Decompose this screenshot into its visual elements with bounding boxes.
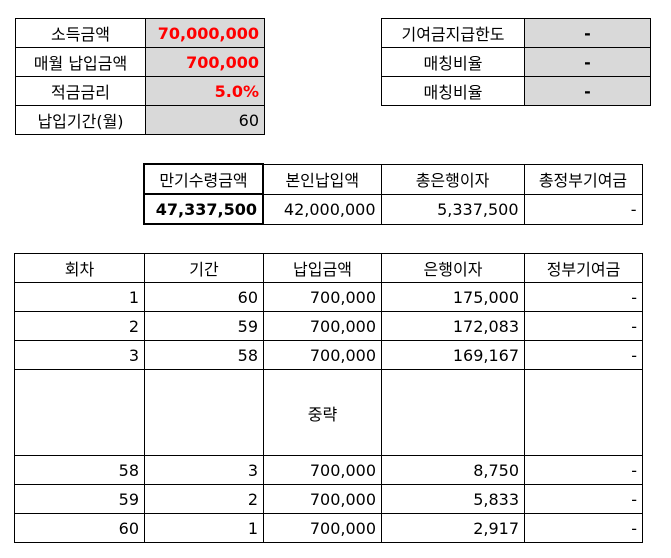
table-row: 3 58 700,000 169,167 -: [14, 340, 643, 370]
period-label: 납입기간(월): [15, 105, 146, 135]
input-table: 소득금액 70,000,000 매월 납입금액 700,000 적금금리 5.0…: [15, 18, 265, 135]
summary-value-principal: 42,000,000: [262, 193, 382, 225]
cell-interest: 172,083: [381, 311, 525, 341]
summary-value-interest: 5,337,500: [380, 193, 525, 225]
omitted-cell-period: [144, 369, 264, 456]
ratio-row-1: 매칭비율 -: [381, 47, 651, 77]
table-row: 2 59 700,000 172,083 -: [14, 311, 643, 341]
omitted-cell-round: [14, 369, 145, 456]
table-row: 60 1 700,000 2,917 -: [14, 513, 643, 543]
interest-rate-row: 적금금리 5.0%: [15, 76, 265, 106]
period-value[interactable]: 60: [145, 105, 265, 135]
cell-contribution: -: [524, 455, 643, 485]
summary-value-maturity: 47,337,500: [143, 193, 264, 225]
interest-rate-value[interactable]: 5.0%: [145, 76, 265, 106]
summary-table: 만기수령금액 본인납입액 총은행이자 총정부기여금 47,337,500 42,…: [143, 163, 643, 225]
matching-table: 기여금지급한도 - 매칭비율 - 매칭비율 -: [381, 18, 651, 106]
monthly-payment-row: 매월 납입금액 700,000: [15, 47, 265, 77]
ratio-value-1: -: [524, 47, 651, 77]
cell-payment: 700,000: [263, 311, 382, 341]
cell-interest: 2,917: [381, 513, 525, 543]
summary-header-row: 만기수령금액 본인납입액 총은행이자 총정부기여금: [143, 163, 643, 195]
table-row: 1 60 700,000 175,000 -: [14, 282, 643, 312]
cell-period: 59: [144, 311, 264, 341]
ratio-value-2: -: [524, 76, 651, 106]
limit-row: 기여금지급한도 -: [381, 18, 651, 48]
schedule-header-round: 회차: [14, 253, 145, 283]
ratio-label-2: 매칭비율: [381, 76, 525, 106]
omitted-cell-contribution: [524, 369, 643, 456]
cell-period: 60: [144, 282, 264, 312]
schedule-header-contribution: 정부기여금: [524, 253, 643, 283]
omitted-row: 중략: [14, 369, 643, 456]
cell-payment: 700,000: [263, 513, 382, 543]
cell-payment: 700,000: [263, 455, 382, 485]
schedule-header-payment: 납입금액: [263, 253, 382, 283]
cell-round: 3: [14, 340, 145, 370]
cell-contribution: -: [524, 340, 643, 370]
schedule-header-row: 회차 기간 납입금액 은행이자 정부기여금: [14, 253, 643, 283]
cell-round: 58: [14, 455, 145, 485]
summary-header-interest: 총은행이자: [380, 163, 525, 195]
cell-round: 1: [14, 282, 145, 312]
income-value[interactable]: 70,000,000: [145, 18, 265, 48]
cell-period: 1: [144, 513, 264, 543]
cell-period: 3: [144, 455, 264, 485]
limit-label: 기여금지급한도: [381, 18, 525, 48]
monthly-payment-value[interactable]: 700,000: [145, 47, 265, 77]
cell-interest: 5,833: [381, 484, 525, 514]
cell-period: 58: [144, 340, 264, 370]
cell-contribution: -: [524, 282, 643, 312]
interest-rate-label: 적금금리: [15, 76, 146, 106]
cell-round: 2: [14, 311, 145, 341]
schedule-header-period: 기간: [144, 253, 264, 283]
cell-round: 59: [14, 484, 145, 514]
summary-value-row: 47,337,500 42,000,000 5,337,500 -: [143, 193, 643, 225]
monthly-payment-label: 매월 납입금액: [15, 47, 146, 77]
omitted-cell-interest: [381, 369, 525, 456]
schedule-header-interest: 은행이자: [381, 253, 525, 283]
cell-interest: 175,000: [381, 282, 525, 312]
ratio-label-1: 매칭비율: [381, 47, 525, 77]
summary-header-maturity: 만기수령금액: [143, 163, 264, 195]
cell-payment: 700,000: [263, 484, 382, 514]
period-row: 납입기간(월) 60: [15, 105, 265, 135]
summary-header-principal: 본인납입액: [262, 163, 382, 195]
cell-interest: 169,167: [381, 340, 525, 370]
limit-value: -: [524, 18, 651, 48]
table-row: 58 3 700,000 8,750 -: [14, 455, 643, 485]
income-row: 소득금액 70,000,000: [15, 18, 265, 48]
cell-round: 60: [14, 513, 145, 543]
summary-value-contribution: -: [523, 193, 643, 225]
ratio-row-2: 매칭비율 -: [381, 76, 651, 106]
cell-payment: 700,000: [263, 340, 382, 370]
cell-payment: 700,000: [263, 282, 382, 312]
cell-period: 2: [144, 484, 264, 514]
schedule-table: 회차 기간 납입금액 은행이자 정부기여금 1 60 700,000 175,0…: [14, 253, 643, 543]
cell-contribution: -: [524, 311, 643, 341]
summary-header-contribution: 총정부기여금: [523, 163, 643, 195]
cell-interest: 8,750: [381, 455, 525, 485]
income-label: 소득금액: [15, 18, 146, 48]
omitted-label: 중략: [263, 369, 382, 456]
cell-contribution: -: [524, 484, 643, 514]
table-row: 59 2 700,000 5,833 -: [14, 484, 643, 514]
cell-contribution: -: [524, 513, 643, 543]
